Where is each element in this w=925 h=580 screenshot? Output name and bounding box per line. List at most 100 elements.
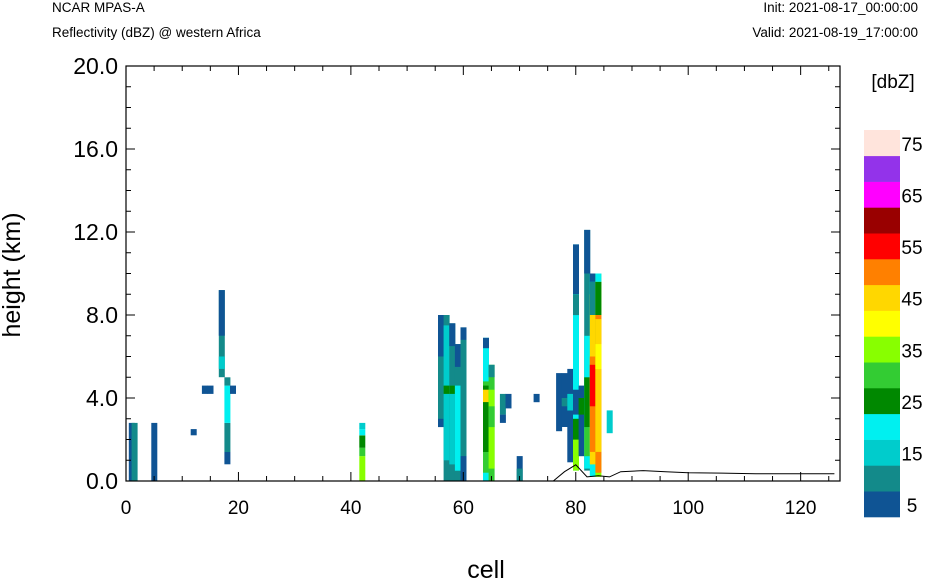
reflectivity-cell	[454, 385, 461, 471]
reflectivity-cell	[230, 385, 236, 394]
x-tick-label: 0	[121, 498, 132, 519]
reflectivity-cell	[460, 327, 467, 481]
y-tick-label: 16.0	[73, 136, 118, 162]
y-tick-label: 8.0	[86, 302, 118, 328]
reflectivity-cell	[224, 451, 231, 465]
reflectivity-cell	[359, 456, 366, 481]
y-tick-label: 0.0	[86, 468, 118, 494]
reflectivity-cell	[218, 290, 225, 336]
colorbar-swatch	[864, 439, 900, 466]
reflectivity-cell	[516, 456, 523, 481]
colorbar-label: 15	[901, 445, 922, 466]
reflectivity-cell	[567, 368, 574, 463]
reflectivity-cell	[578, 385, 585, 457]
y-tick-label: 12.0	[73, 219, 118, 245]
reflectivity-cell	[584, 229, 591, 274]
colorbar-label: 75	[901, 135, 922, 156]
colorbar-swatch	[864, 155, 900, 182]
reflectivity-cell	[224, 377, 231, 386]
reflectivity-cell	[573, 439, 579, 471]
reflectivity-cells	[128, 229, 613, 481]
reflectivity-cell	[589, 273, 596, 282]
y-axis: 0.0 4.0 8.0 12.0 16.0 20.0	[73, 53, 840, 494]
reflectivity-cell	[595, 319, 602, 452]
colorbar-swatch	[864, 181, 900, 208]
reflectivity-cell	[449, 385, 456, 394]
x-tick-label: 120	[785, 498, 817, 519]
colorbar-label: 5	[907, 496, 918, 517]
reflectivity-cell	[449, 385, 456, 465]
model-title: NCAR MPAS-A	[52, 0, 145, 15]
terrain-line	[126, 464, 835, 482]
reflectivity-cell	[488, 364, 495, 378]
reflectivity-cell	[567, 393, 574, 411]
reflectivity-cell	[584, 377, 591, 428]
reflectivity-cell	[573, 389, 579, 415]
x-tick-label: 80	[565, 498, 586, 519]
reflectivity-cell	[454, 344, 461, 367]
reflectivity-cell	[438, 356, 444, 419]
colorbar-swatch	[864, 491, 900, 518]
reflectivity-cell	[595, 273, 602, 282]
reflectivity-cell	[589, 281, 596, 315]
reflectivity-cell	[201, 385, 208, 394]
reflectivity-cell	[359, 435, 366, 448]
reflectivity-cell	[359, 429, 366, 436]
colorbar-swatch	[864, 284, 900, 311]
colorbar-swatch	[864, 233, 900, 260]
y-tick-label: 4.0	[86, 385, 118, 411]
reflectivity-cell	[460, 456, 467, 481]
colorbar-swatch	[864, 388, 900, 415]
colorbar-label: 65	[901, 187, 922, 208]
reflectivity-cell	[224, 385, 231, 423]
colorbar-swatch	[864, 130, 900, 157]
reflectivity-cell	[460, 327, 467, 340]
field-subtitle: Reflectivity (dBZ) @ western Africa	[52, 25, 261, 40]
reflectivity-cell	[589, 364, 596, 407]
colorbar-label: 25	[901, 393, 922, 414]
colorbar-swatch	[864, 336, 900, 363]
reflectivity-cell	[556, 373, 563, 432]
reflectivity-cell	[606, 410, 613, 434]
reflectivity-cell	[131, 422, 138, 481]
x-tick-label: 60	[453, 498, 474, 519]
reflectivity-cell	[505, 393, 512, 409]
reflectivity-cell	[483, 389, 489, 403]
reflectivity-cell	[499, 393, 506, 415]
reflectivity-cell	[151, 422, 158, 481]
reflectivity-cell	[595, 281, 602, 315]
valid-time: Valid: 2021-08-19_17:00:00	[752, 25, 918, 40]
colorbar-label: 35	[901, 341, 922, 362]
x-axis-label: cell	[467, 556, 505, 580]
reflectivity-cell	[449, 323, 456, 347]
colorbar-swatch	[864, 207, 900, 234]
colorbar-title: [dbZ]	[871, 72, 914, 93]
reflectivity-cell	[190, 429, 197, 436]
reflectivity-cell	[573, 244, 579, 471]
reflectivity-cell	[359, 422, 366, 430]
colorbar-swatch	[864, 362, 900, 389]
reflectivity-cell	[573, 418, 579, 440]
colorbar-swatch	[864, 465, 900, 492]
reflectivity-cell	[359, 447, 366, 457]
reflectivity-cell	[573, 294, 579, 316]
reflectivity-cell	[573, 244, 579, 295]
reflectivity-cell	[488, 406, 495, 428]
y-tick-label: 20.0	[73, 53, 118, 79]
reflectivity-cell	[533, 393, 540, 403]
reflectivity-cell	[207, 385, 214, 394]
x-tick-label: 20	[228, 498, 249, 519]
colorbar-swatch	[864, 413, 900, 440]
reflectivity-cell	[595, 344, 602, 369]
reflectivity-cell	[224, 422, 231, 452]
reflectivity-cell	[483, 337, 489, 349]
x-axis: 0 20 40 60 80 100 120	[121, 66, 830, 519]
reflectivity-cell	[443, 385, 450, 394]
colorbar-label: 55	[901, 238, 922, 259]
y-axis-label: height (km)	[0, 212, 26, 337]
reflectivity-cell	[218, 356, 225, 369]
reflectivity-cell	[578, 398, 585, 415]
reflectivity-cell	[483, 385, 489, 452]
reflectivity-cell	[516, 468, 523, 481]
